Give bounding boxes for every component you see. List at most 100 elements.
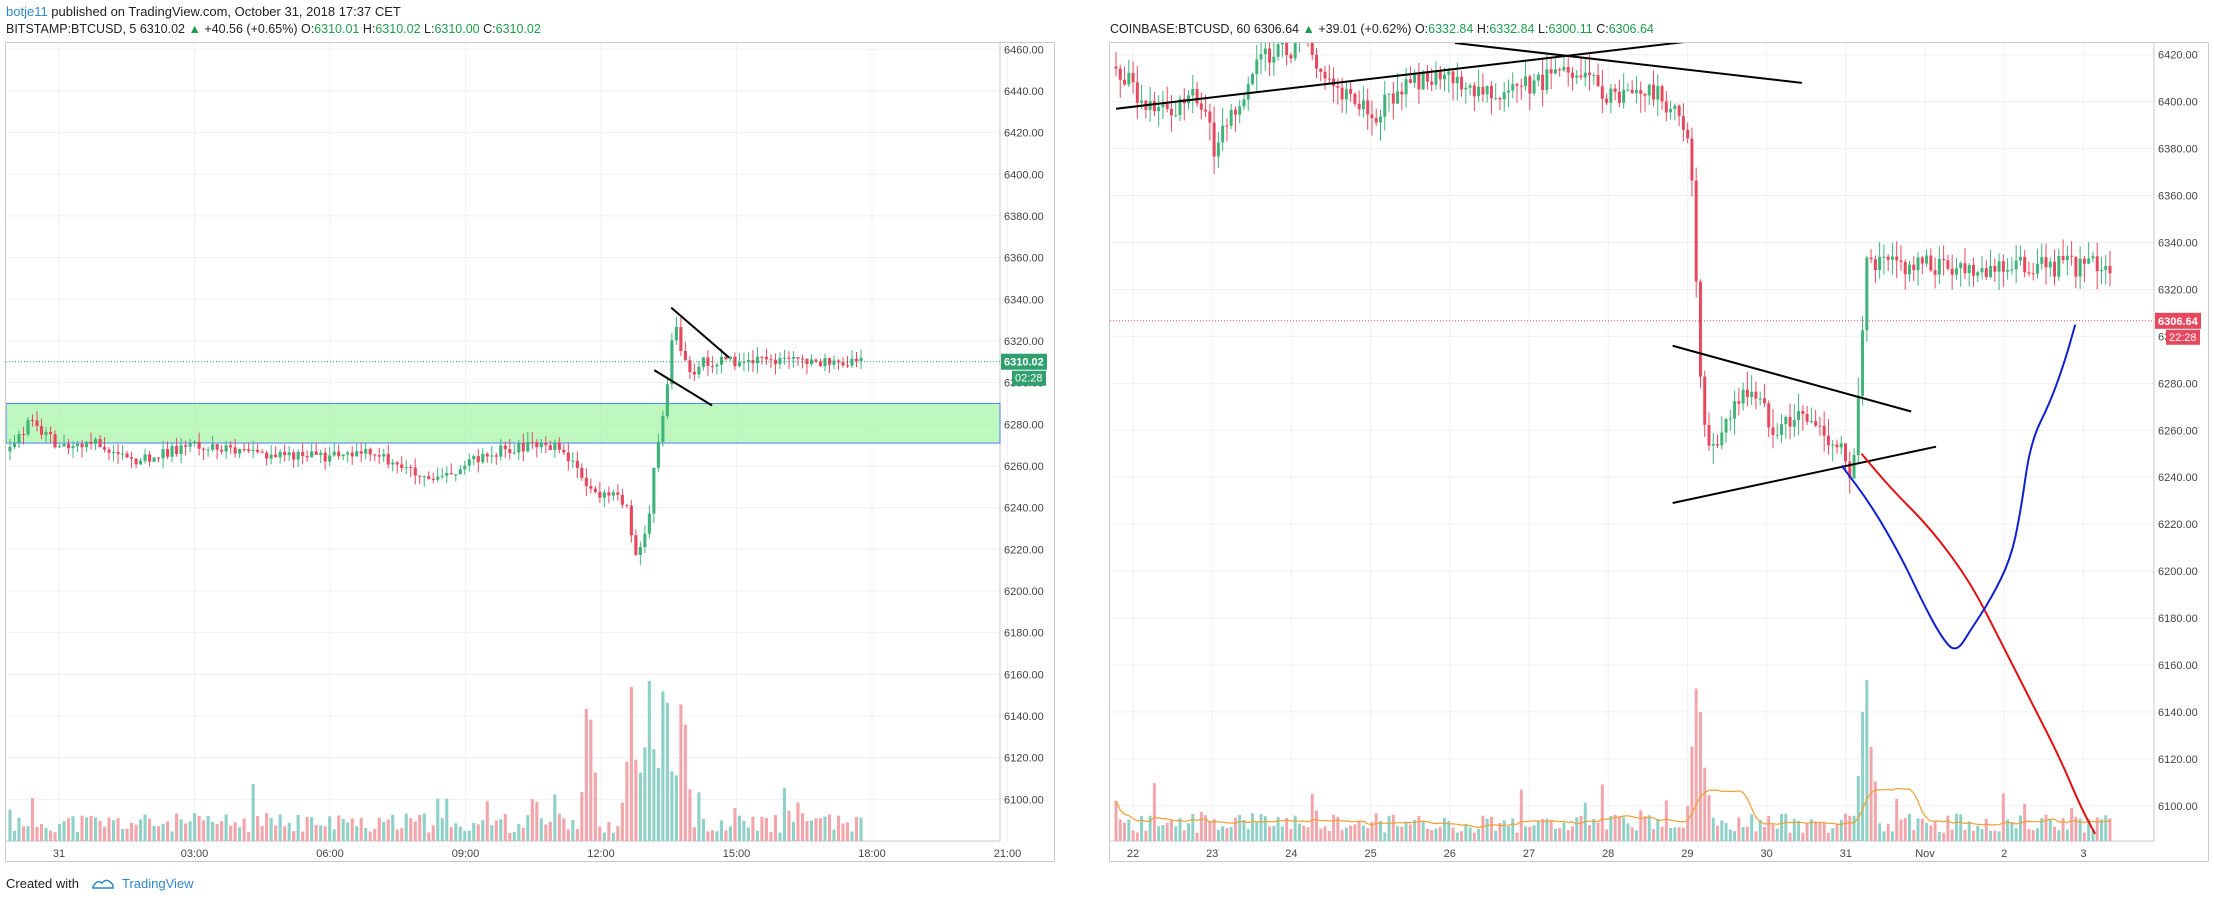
right-candle — [1673, 103, 1677, 121]
left-candle — [499, 439, 503, 461]
left-candle — [364, 443, 368, 460]
left-candle — [305, 450, 309, 462]
right-candle — [1221, 108, 1225, 151]
right-volume-bar — [1686, 805, 1690, 841]
left-volume-bar — [791, 821, 796, 841]
right-candle — [2048, 257, 2052, 277]
left-candle — [463, 461, 467, 475]
right-candle — [1882, 244, 1886, 275]
author-name[interactable]: botje11 — [6, 4, 48, 19]
right-volume-bar — [1221, 826, 1225, 841]
left-volume-bar — [778, 832, 782, 841]
right-volume-bar — [1157, 826, 1161, 841]
tradingview-brand-link[interactable]: TradingView — [122, 876, 194, 891]
left-y-tick-label: 6260.00 — [1004, 461, 1044, 473]
left-volume-bar — [584, 708, 588, 841]
right-close: 6306.64 — [1608, 22, 1654, 36]
right-x-tick-label: 31 — [1840, 848, 1852, 860]
left-volume-bar — [62, 821, 66, 841]
right-chart-panel[interactable]: 6100.00 6120.00 6140.00 6160.00 6180.00 6200.… — [1109, 22, 2209, 862]
right-candle — [1856, 377, 1860, 464]
right-candle — [2027, 262, 2031, 277]
left-candle — [260, 449, 264, 453]
right-candle — [1127, 59, 1131, 88]
right-candle — [2091, 251, 2095, 263]
left-candle — [449, 463, 453, 475]
right-y-tick-label: 6120.00 — [2158, 754, 2198, 766]
left-candle — [791, 351, 796, 368]
left-volume-bar — [102, 826, 107, 841]
left-volume-bar — [643, 747, 647, 841]
left-last-price-box — [1001, 353, 1047, 370]
right-chart[interactable]: 6100.00 6120.00 6140.00 6160.00 6180.00 6200.… — [1110, 22, 2208, 861]
right-volume-bar — [1908, 814, 1911, 841]
right-volume-bar — [2057, 830, 2061, 841]
left-volume-bar — [850, 831, 854, 841]
right-candle — [1669, 101, 1673, 120]
right-candle — [1549, 57, 1553, 90]
right-y-tick-label: 6320.00 — [2158, 284, 2198, 296]
left-candle — [274, 446, 278, 458]
left-volume-bar — [368, 831, 372, 841]
right-volume-bar — [1477, 829, 1481, 841]
right-volume-bar — [2065, 829, 2069, 841]
left-last-price-label: 6310.02 — [1004, 357, 1044, 369]
left-volume-bar — [634, 759, 638, 841]
right-candle — [1268, 30, 1272, 77]
right-volume-bar — [1114, 800, 1118, 841]
right-volume-bar — [1737, 817, 1741, 841]
left-x-tick-label: 06:00 — [316, 848, 344, 860]
left-low-label: L: — [424, 22, 435, 36]
left-candle — [836, 359, 841, 370]
right-volume-bar — [1656, 818, 1660, 841]
left-candle — [21, 426, 26, 445]
left-volume-bar — [508, 832, 512, 841]
left-chart[interactable]: 6100.00 6120.00 6140.00 6160.00 6180.00 6200.… — [5, 43, 1054, 861]
right-candle — [1396, 73, 1400, 104]
left-candle — [562, 444, 566, 456]
right-volume-bar — [1524, 826, 1528, 841]
right-close-label: C: — [1596, 22, 1609, 36]
right-last-price-box — [2155, 312, 2201, 329]
right-candle — [1643, 92, 1647, 112]
left-volume-bar — [728, 826, 732, 841]
right-candle — [1775, 423, 1779, 439]
right-volume-bar — [1199, 812, 1203, 841]
right-candle — [1536, 71, 1540, 86]
right-volume-bar — [1596, 822, 1600, 841]
left-candle — [823, 353, 827, 372]
right-candle — [1929, 248, 1933, 273]
left-volume-bar — [688, 789, 692, 841]
right-volume-bar — [1677, 827, 1681, 841]
right-candle — [1481, 73, 1485, 102]
left-chart-panel[interactable]: 6100.00 6120.00 6140.00 6160.00 6180.00 6200.… — [5, 42, 1055, 862]
left-x-axis: 31 03:00 06:00 09:00 12:00 15:00 18:00 21:00 — [6, 840, 1021, 860]
right-candle — [1169, 95, 1173, 132]
right-volume-bar — [1421, 820, 1425, 841]
right-volume-bar — [1899, 819, 1903, 841]
left-candle — [782, 349, 787, 365]
right-candle — [1558, 67, 1562, 77]
left-volume-bar — [620, 802, 624, 841]
right-volume-bar — [1204, 815, 1208, 841]
right-volume-bar — [1681, 827, 1685, 841]
left-candle — [301, 442, 305, 465]
right-volume-bar — [1242, 819, 1246, 841]
right-candle — [1647, 83, 1651, 105]
right-symbol-name[interactable]: COINBASE:BTCUSD, 60 — [1110, 22, 1251, 36]
left-y-tick-label: 6240.00 — [1004, 503, 1044, 515]
left-candle — [287, 446, 291, 461]
right-candle — [1485, 85, 1489, 103]
left-symbol-name[interactable]: BITSTAMP:BTCUSD, 5 — [6, 22, 137, 36]
right-y-tick-label: 6200.00 — [2158, 566, 2198, 578]
left-candle — [427, 471, 431, 480]
right-candle — [1489, 81, 1493, 115]
right-candle — [1703, 370, 1707, 437]
left-candle — [12, 434, 17, 450]
right-volume-bar — [2044, 814, 2048, 841]
right-candle — [2074, 256, 2078, 289]
left-volume-bar — [553, 794, 557, 841]
right-candle — [1600, 69, 1604, 114]
right-candle — [1310, 22, 1314, 61]
left-y-tick-label: 6100.00 — [1004, 794, 1044, 806]
